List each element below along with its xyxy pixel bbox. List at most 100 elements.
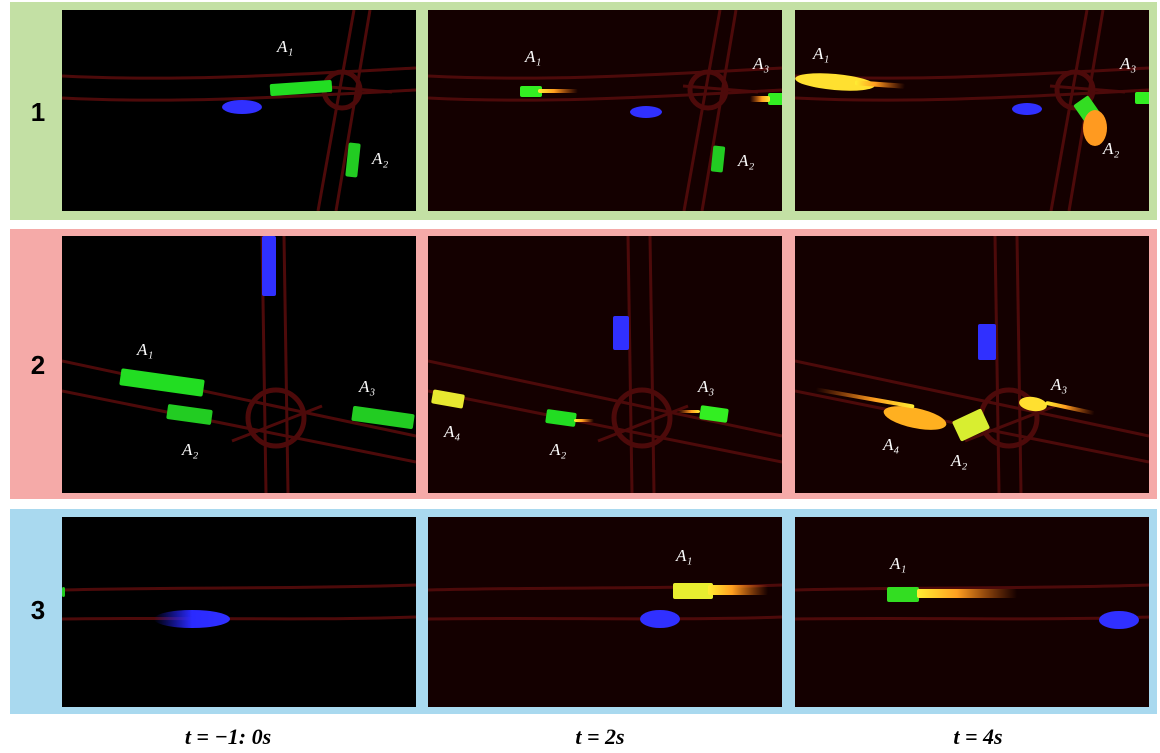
road <box>428 615 782 621</box>
panel-image <box>428 10 782 211</box>
panel-image <box>62 236 416 493</box>
vehicle <box>795 73 875 91</box>
vehicle <box>538 89 578 93</box>
vehicle <box>630 106 662 118</box>
panel: A₁ A₂ A₃ <box>62 236 416 493</box>
panel-image <box>428 517 782 707</box>
agent-label: A₁ <box>136 340 153 359</box>
road <box>334 10 372 211</box>
vehicle <box>1012 103 1042 115</box>
panel: A₄ A₂ A₃ <box>795 236 1149 493</box>
vehicle <box>952 408 990 442</box>
agent-label: A₄ <box>443 422 460 441</box>
road <box>682 10 722 211</box>
agent-label: A₃ <box>697 377 714 396</box>
vehicle <box>917 589 1017 598</box>
vehicle <box>351 406 415 429</box>
panel: A₁ A₃ A₂ <box>428 10 782 211</box>
agent-label: A₂ <box>1102 139 1119 158</box>
column-label: t = −1: 0s <box>185 724 271 749</box>
agent-label: A₂ <box>371 149 388 168</box>
road <box>316 10 356 211</box>
vehicle <box>1083 110 1107 146</box>
panel-background <box>62 517 416 707</box>
road <box>795 359 1149 438</box>
panel-image <box>62 10 416 211</box>
panel: A₁ A₂ <box>62 10 416 211</box>
agent-label: A₁ <box>276 37 293 56</box>
vehicle <box>431 389 465 409</box>
vehicle <box>345 142 361 178</box>
road <box>682 84 759 94</box>
vehicle <box>978 324 996 360</box>
vehicle <box>855 80 905 89</box>
panel-image <box>795 517 1149 707</box>
vehicle <box>710 145 726 173</box>
roundabout <box>687 69 729 111</box>
vehicle <box>1099 611 1139 629</box>
vehicle <box>887 587 919 602</box>
road <box>282 236 290 493</box>
vehicle <box>613 316 629 350</box>
vehicle <box>640 610 680 628</box>
agent-label: A₁ <box>675 546 692 565</box>
panel <box>62 517 416 707</box>
road <box>964 404 1056 443</box>
road <box>795 88 1149 102</box>
vehicle <box>815 387 915 409</box>
vehicle <box>699 405 729 423</box>
vehicle <box>1135 92 1149 104</box>
vehicle <box>768 93 782 105</box>
road <box>795 583 1149 592</box>
vehicle <box>678 410 700 413</box>
row-label: 3 <box>31 595 45 625</box>
panel: A₁ A₃ A₂ <box>795 10 1149 211</box>
vehicle <box>222 100 262 114</box>
panel-image <box>428 236 782 493</box>
panel-background <box>795 517 1149 707</box>
road <box>62 66 416 80</box>
vehicle <box>62 587 65 597</box>
vehicle <box>673 583 713 599</box>
panel-image <box>62 517 416 707</box>
vehicle <box>154 610 230 628</box>
road <box>62 88 416 102</box>
panel-background <box>62 236 416 493</box>
road <box>626 236 634 493</box>
agent-label: A₃ <box>1119 54 1136 73</box>
vehicle <box>1019 396 1047 412</box>
vehicle <box>1045 401 1095 415</box>
agent-label: A₂ <box>549 440 566 459</box>
vehicle <box>750 96 770 102</box>
road <box>428 359 782 438</box>
road <box>648 236 656 493</box>
vehicle <box>545 409 577 427</box>
road <box>231 404 323 443</box>
panel-background <box>795 236 1149 493</box>
vehicle <box>708 585 768 595</box>
vehicle <box>262 236 276 296</box>
vehicle <box>883 406 947 430</box>
panel-image <box>795 10 1149 211</box>
vehicle <box>574 419 594 422</box>
agent-label: A₁ <box>524 47 541 66</box>
column-label: t = 2s <box>575 724 624 749</box>
road <box>62 615 416 621</box>
road <box>1049 10 1089 211</box>
vehicle <box>119 368 205 397</box>
road <box>597 404 689 443</box>
road <box>428 88 782 102</box>
road <box>700 10 738 211</box>
agent-label: A₃ <box>358 377 375 396</box>
agent-label: A₁ <box>812 44 829 63</box>
panel-background <box>428 10 782 211</box>
vehicle <box>520 86 542 97</box>
vehicle <box>269 79 333 97</box>
agent-label: A₁ <box>889 554 906 573</box>
agent-label: A₂ <box>950 451 967 470</box>
road <box>795 615 1149 621</box>
panel: A₄ A₂ A₃ <box>428 236 782 493</box>
agent-label: A₄ <box>882 435 899 454</box>
road <box>62 583 416 592</box>
